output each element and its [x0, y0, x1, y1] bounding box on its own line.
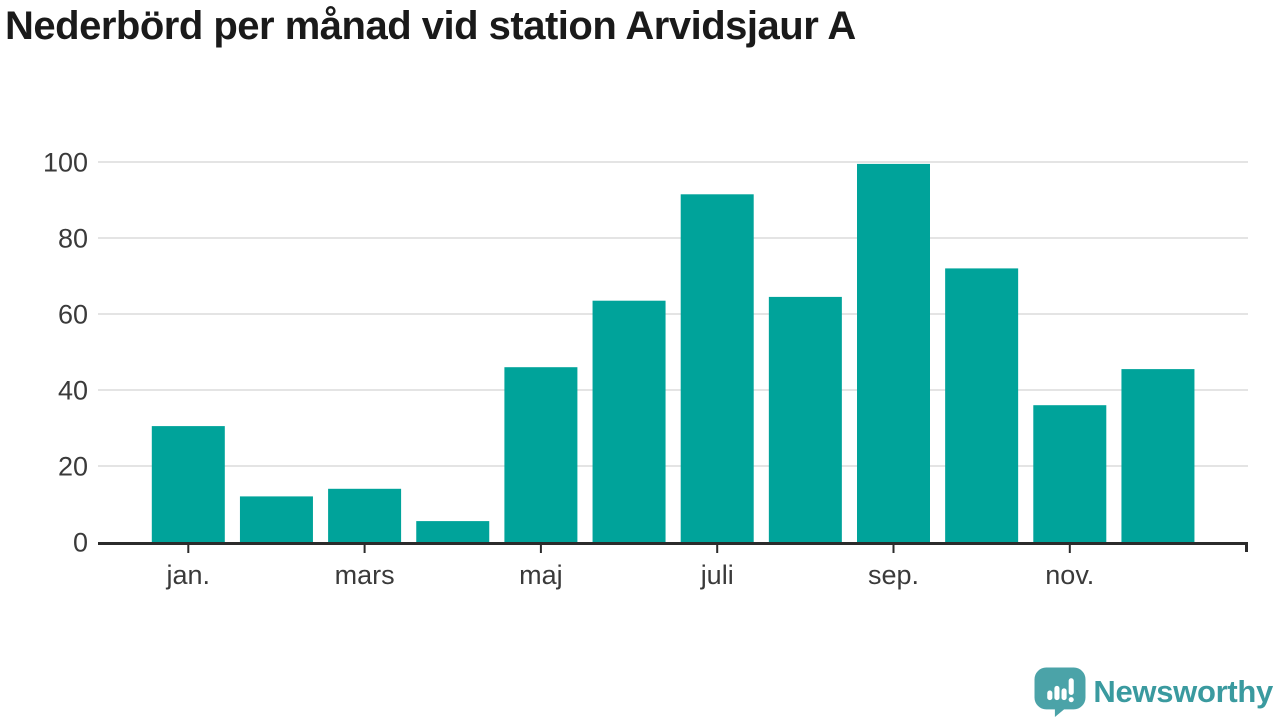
bar-nov. [1033, 405, 1107, 542]
x-tick-label-jan.: jan. [166, 560, 211, 590]
bar-maj [504, 367, 578, 542]
bar-juni [592, 300, 666, 542]
bar-sep. [857, 163, 930, 542]
y-tick-label-20: 20 [58, 451, 88, 481]
x-tick-label-nov.: nov. [1045, 560, 1094, 590]
newsworthy-logo-icon [1034, 667, 1086, 717]
x-tick-label-maj: maj [519, 560, 563, 590]
speech-bubble [1034, 667, 1086, 717]
bar-dec. [1121, 369, 1195, 542]
y-tick-label-40: 40 [58, 375, 88, 405]
mini-bar-3 [1061, 688, 1068, 701]
newsworthy-logo: Newsworthy [1034, 667, 1273, 717]
bar-chart: jan. mars maj juli sep. nov. 0 20 40 60 80 100 [43, 147, 1248, 590]
bar-juli [680, 194, 754, 543]
x-tick-label-sep.: sep. [868, 560, 919, 590]
y-tick-label-0: 0 [73, 527, 88, 557]
x-tick-label-juli: juli [700, 560, 734, 590]
exclamation-stem [1069, 678, 1075, 696]
y-tick-label-100: 100 [43, 147, 88, 177]
bar-april [416, 521, 490, 542]
exclamation-dot [1069, 697, 1075, 703]
bar-aug. [768, 296, 842, 542]
bar-okt. [945, 268, 1019, 542]
mini-bar-2 [1054, 685, 1060, 701]
bar-jan. [151, 426, 225, 542]
bar-feb. [239, 496, 313, 542]
bar-mars [328, 488, 402, 542]
newsworthy-logo-text: Newsworthy [1093, 674, 1273, 709]
x-tick-label-mars: mars [335, 560, 395, 590]
mini-bar-1 [1047, 690, 1053, 701]
y-tick-label-80: 80 [58, 223, 88, 253]
chart-title: Nederbörd per månad vid station Arvidsja… [5, 4, 856, 48]
y-tick-label-60: 60 [58, 299, 88, 329]
